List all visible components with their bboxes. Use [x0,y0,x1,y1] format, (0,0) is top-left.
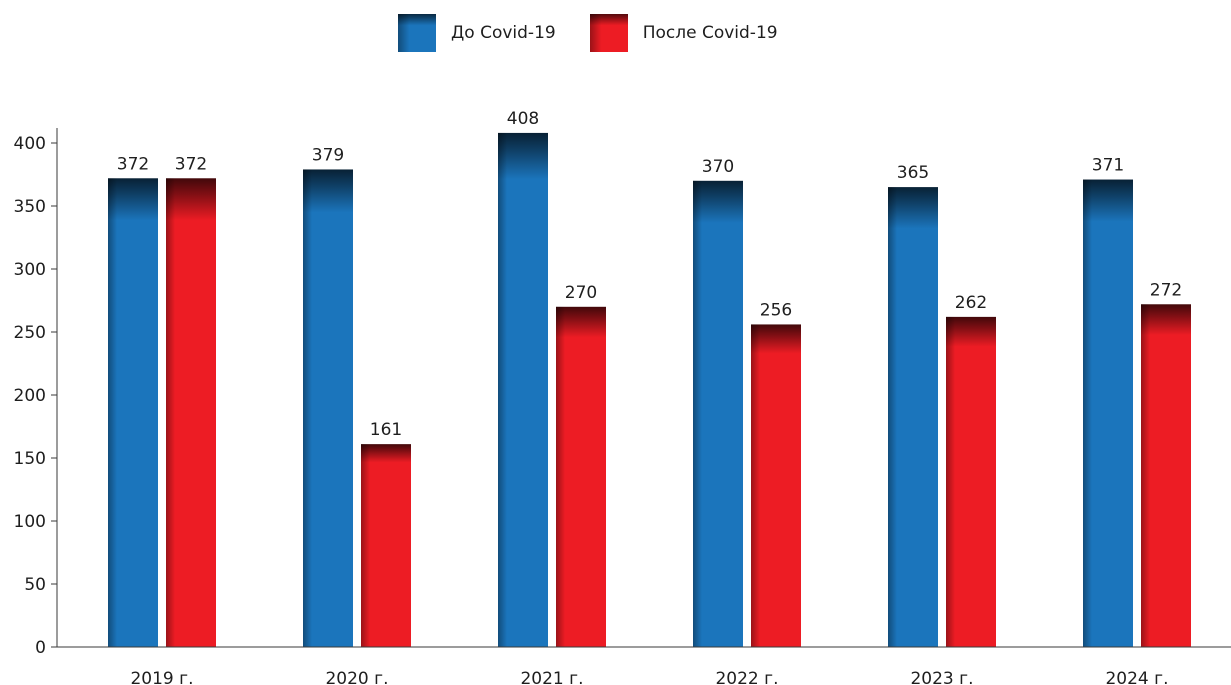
bar-shade [1141,304,1191,647]
data-label: 365 [897,163,929,183]
data-label: 371 [1092,156,1124,176]
data-label: 408 [507,109,539,129]
bar-shade [498,132,548,648]
data-label: 379 [312,145,344,165]
y-tick-label: 300 [14,260,46,280]
legend-swatch-after-covid [589,14,628,52]
legend-label-before-covid: До Covid-19 [451,23,556,43]
y-tick-label: 350 [14,197,46,217]
bar-shade [946,316,996,647]
y-tick-label: 100 [14,512,46,532]
y-tick-label: 250 [14,323,46,343]
bar-shade [166,178,216,647]
data-label: 270 [565,283,597,303]
y-axis: 0 50 100 150 200 250 300 350 400 [14,128,58,658]
y-tick-label: 0 [35,638,46,658]
x-tick-label: 2024 г. [1105,669,1168,685]
y-tick-label: 400 [14,134,46,154]
legend-label-after-covid: После Covid-19 [642,23,778,43]
y-tick-label: 50 [24,575,46,595]
bar-shade [888,187,938,647]
x-tick-label: 2019 г. [130,669,193,685]
data-label: 372 [117,154,149,174]
legend-item-after-covid: После Covid-19 [589,14,778,52]
bar-shade [693,180,743,648]
bar-shade [1083,179,1133,648]
x-tick-label: 2021 г. [520,669,583,685]
bar-shade [108,178,158,647]
chart-legend: До Covid-19 После Covid-19 [398,14,812,52]
x-tick-label: 2020 г. [325,669,388,685]
bars-group [108,132,1191,648]
data-label: 370 [702,157,734,177]
data-labels-group: 372 372 379 161 408 270 370 256 365 262 371 272 [117,109,1182,440]
y-tick-label: 150 [14,449,46,469]
data-label: 256 [760,300,792,320]
legend-swatch-before-covid [398,14,436,52]
legend-item-before-covid: До Covid-19 [398,14,556,52]
bar-shade [556,306,606,647]
y-tick-label: 200 [14,386,46,406]
data-label: 262 [955,293,987,313]
data-label: 272 [1150,280,1182,300]
data-label: 161 [370,420,402,440]
x-axis: 2019 г. 2020 г. 2021 г. 2022 г. 2023 г. 2024 … [57,646,1231,685]
x-tick-label: 2023 г. [910,669,973,685]
data-label: 372 [175,154,207,174]
x-tick-label: 2022 г. [715,669,778,685]
bar-shade [303,169,353,647]
bar-shade [751,324,801,647]
bar-shade [361,444,411,647]
